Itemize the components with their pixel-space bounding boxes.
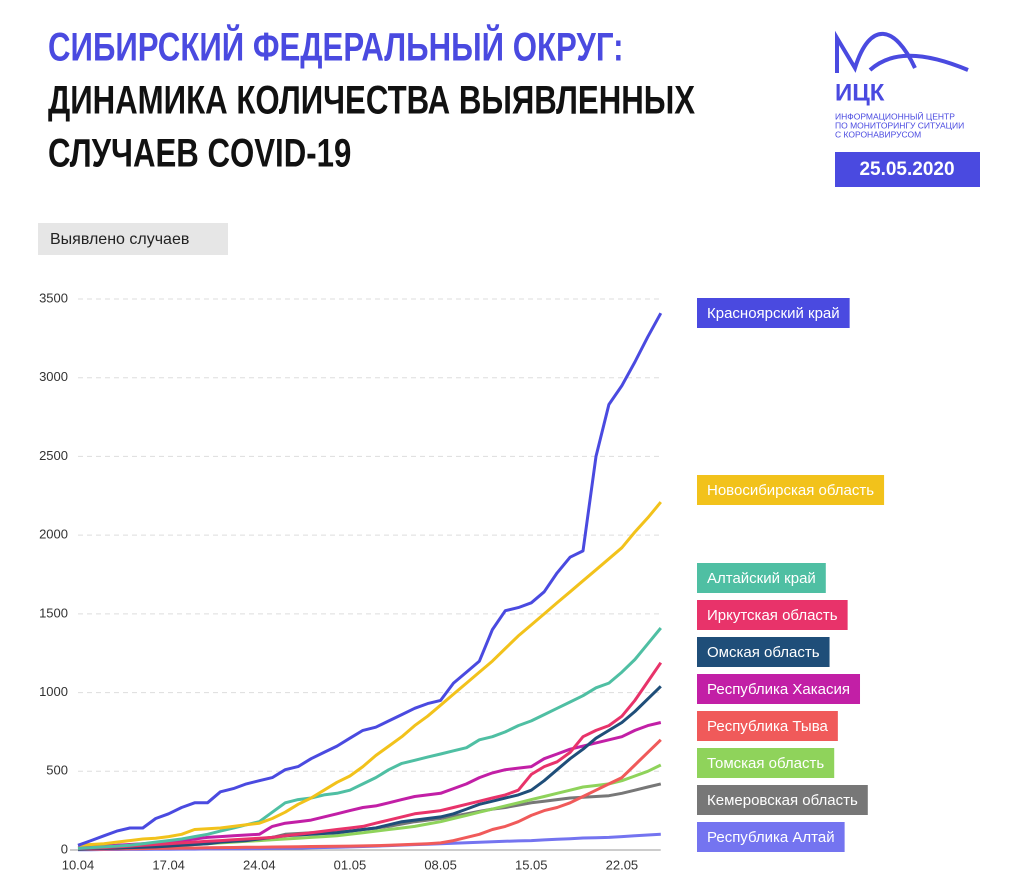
x-tick-label: 10.04 (62, 857, 95, 872)
x-tick-label: 15.05 (515, 857, 548, 872)
x-tick-label: 17.04 (152, 857, 185, 872)
y-tick-label: 1500 (39, 605, 68, 620)
y-axis-label: Выявлено случаев (50, 231, 189, 248)
y-tick-label: 2500 (39, 448, 68, 463)
legend-box (697, 600, 848, 630)
legend-label: Республика Тыва (707, 718, 829, 735)
logo-caption: ПО МОНИТОРИНГУ СИТУАЦИИ (835, 120, 964, 130)
legend-box (697, 822, 845, 852)
title-line: ДИНАМИКА КОЛИЧЕСТВА ВЫЯВЛЕННЫХ (48, 78, 695, 123)
y-tick-label: 3000 (39, 369, 68, 384)
y-tick-label: 2000 (39, 527, 68, 542)
title-line: СЛУЧАЕВ COVID-19 (48, 131, 351, 176)
y-tick-label: 3500 (39, 290, 68, 305)
legend-label: Новосибирская область (707, 482, 874, 499)
x-tick-label: 24.04 (243, 857, 276, 872)
x-tick-label: 22.05 (606, 857, 639, 872)
series-line (77, 661, 663, 850)
series-line (77, 312, 663, 847)
title: СИБИРСКИЙ ФЕДЕРАЛЬНЫЙ ОКРУГ: ДИНАМИКА КО… (48, 25, 695, 176)
legend-box (697, 298, 850, 328)
series-line (77, 721, 662, 850)
logo-caption: ИНФОРМАЦИОННЫЙ ЦЕНТР (835, 110, 955, 121)
legend-box (697, 637, 830, 667)
legend-label: Иркутская область (707, 607, 838, 624)
legend-box (697, 711, 838, 741)
x-tick-label: 08.05 (424, 857, 457, 872)
legend-box (697, 563, 826, 593)
legend-box (697, 785, 868, 815)
logo (835, 30, 969, 73)
date: 25.05.2020 (859, 159, 954, 180)
legend-label: Алтайский край (707, 570, 816, 587)
series-line (78, 738, 662, 851)
logo-text: ИЦК (835, 79, 885, 106)
legend-label: Томская область (707, 755, 824, 772)
series-line (77, 627, 662, 850)
date-box (835, 152, 980, 187)
y-tick-label: 1000 (39, 684, 68, 699)
series-line (77, 501, 662, 847)
legend-box (697, 674, 861, 704)
series-line (77, 685, 662, 851)
legend-label: Республика Алтай (707, 829, 835, 846)
legend-box (697, 475, 885, 505)
logo-caption: С КОРОНАВИРУСОМ (835, 129, 921, 139)
logo-mark (868, 53, 969, 72)
legend-label: Омская область (707, 644, 820, 661)
logo-mark (835, 30, 917, 73)
legend-box (697, 748, 835, 778)
y-tick-label: 500 (46, 763, 68, 778)
legend-label: Красноярский край (707, 305, 840, 322)
y-label-box (38, 223, 228, 255)
title-line: СИБИРСКИЙ ФЕДЕРАЛЬНЫЙ ОКРУГ: (48, 25, 623, 70)
legend-label: Республика Хакасия (707, 681, 850, 698)
x-tick-label: 01.05 (334, 857, 367, 872)
legend-label: Кемеровская область (707, 792, 858, 809)
y-tick-label: 0 (61, 841, 68, 856)
